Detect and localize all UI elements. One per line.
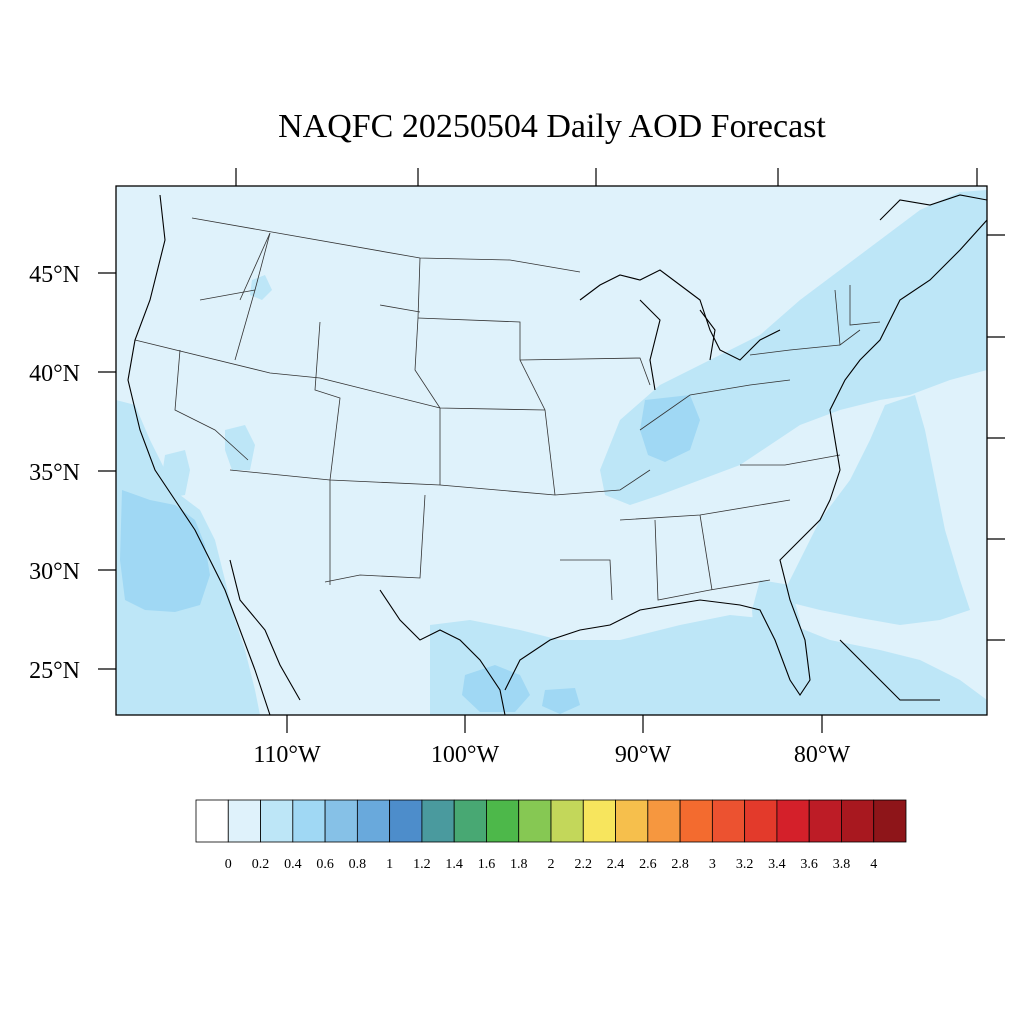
lon-labels: 110°W 100°W 90°W 80°W [253,742,850,768]
colorbar-tick-label: 0.8 [349,857,367,872]
colorbar-swatch [873,799,907,843]
colorbar-swatch [260,799,294,843]
lat-label-40: 40°N [29,361,80,387]
colorbar-tick-label: 1.2 [413,857,431,872]
contour-indiana-high [640,395,700,462]
colorbar-swatch [582,799,616,843]
contour-baja-high [120,490,210,612]
contour-nevada-spot [162,450,190,498]
lat-labels: 45°N 40°N 35°N 30°N 25°N [29,262,80,684]
colorbar-swatch [550,799,584,843]
contour-gulf-high [542,688,580,714]
colorbar-tick-label: 2.6 [639,857,657,872]
colorbar-swatch [227,799,261,843]
colorbar-swatch [744,799,778,843]
colorbar-tick-label: 2.8 [671,857,689,872]
state-boundaries [134,217,881,601]
lat-label-45: 45°N [29,262,80,288]
colorbar-swatch [518,799,552,843]
colorbar-swatch [615,799,649,843]
aod-contours [116,190,987,715]
lon-label-110w: 110°W [253,742,321,768]
colorbar-tick-label: 3.8 [833,857,851,872]
colorbar [195,799,907,843]
colorbar-tick-label: 0.4 [284,857,302,872]
left-ticks [98,272,116,670]
colorbar-swatch [841,799,875,843]
colorbar-swatch [776,799,810,843]
colorbar-tick-label: 0 [225,857,232,872]
contour-utah-spot [225,425,255,470]
colorbar-tick-label: 0.6 [316,857,334,872]
colorbar-tick-label: 2.2 [575,857,593,872]
colorbar-swatch [453,799,487,843]
map-title: NAQFC 20250504 Daily AOD Forecast [278,108,826,145]
contour-texas-high [462,665,530,712]
colorbar-tick-label: 0.2 [252,857,270,872]
colorbar-tick-label: 1.6 [478,857,496,872]
colorbar-swatch [356,799,391,843]
colorbar-swatch [421,799,455,843]
colorbar-swatch [195,799,229,843]
colorbar-swatch [647,799,681,843]
colorbar-tick-label: 1.8 [510,857,528,872]
lon-label-80w: 80°W [794,742,851,768]
colorbar-swatch [808,799,842,843]
colorbar-swatch [711,799,746,843]
colorbar-tick-label: 1 [386,857,393,872]
colorbar-tick-label: 1.4 [445,857,463,872]
contour-atlantic [780,395,970,625]
colorbar-tick-label: 3.2 [736,857,754,872]
top-ticks [235,168,978,186]
lat-label-30: 30°N [29,559,80,585]
colorbar-swatch [324,799,358,843]
right-ticks [987,234,1005,641]
colorbar-swatch [679,799,713,843]
contour-idaho-spot [250,275,272,300]
colorbar-swatch [292,799,326,843]
colorbar-tick-label: 4 [870,857,877,872]
lon-label-100w: 100°W [431,742,500,768]
coastlines [127,194,987,715]
lat-label-25: 25°N [29,658,80,684]
colorbar-swatch [389,799,423,843]
lon-label-90w: 90°W [615,742,672,768]
colorbar-tick-label: 3.4 [768,857,786,872]
colorbar-labels: 0 0.2 0.4 0.6 0.8 1 1.2 1.4 1.6 1.8 2 2.2 2.4 2.6 2.8 3… [225,857,877,872]
colorbar-tick-label: 3 [709,857,716,872]
contour-florida [752,580,805,695]
bottom-ticks [286,715,823,733]
colorbar-tick-label: 2.4 [607,857,625,872]
colorbar-tick-label: 2 [548,857,555,872]
colorbar-tick-label: 3.6 [800,857,818,872]
lat-label-35: 35°N [29,460,80,486]
colorbar-swatch [486,799,520,843]
map-frame [115,185,988,716]
